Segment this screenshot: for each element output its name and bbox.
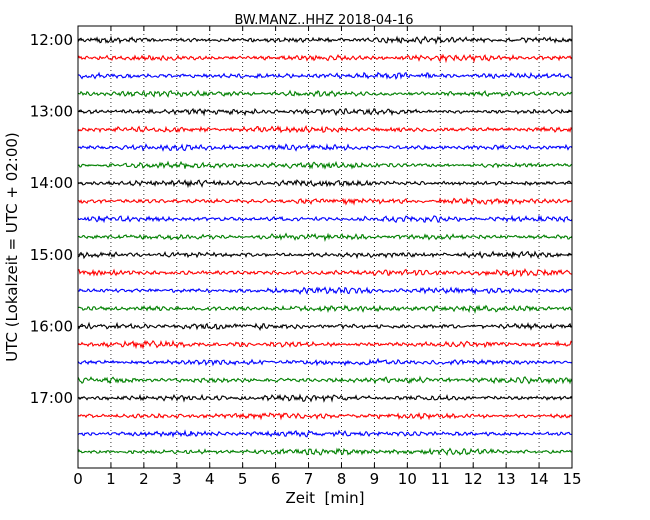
trace-1315 (77, 125, 573, 134)
trace-1600 (77, 321, 573, 331)
x-tick-label: 8 (337, 470, 347, 488)
x-tick-label: 9 (370, 470, 380, 488)
x-tick-label: 14 (530, 470, 549, 488)
trace-1530 (77, 286, 573, 296)
trace-1545 (77, 304, 573, 314)
trace-1215 (77, 53, 573, 64)
trace-1445 (77, 232, 573, 242)
x-tick-label: 12 (464, 470, 483, 488)
y-tick-label: 17:00 (30, 389, 73, 407)
trace-1400 (77, 179, 573, 189)
y-tick-label: 12:00 (30, 31, 73, 49)
trace-1300 (77, 107, 573, 117)
x-tick-label: 6 (271, 470, 281, 488)
trace-1630 (77, 357, 573, 367)
trace-1700 (77, 393, 573, 403)
y-tick-label: 14:00 (30, 174, 73, 192)
trace-1330 (77, 143, 573, 152)
trace-1645 (77, 375, 573, 385)
trace-layer (77, 35, 573, 456)
trace-1430 (77, 214, 573, 224)
trace-1345 (77, 160, 573, 170)
trace-1230 (77, 71, 573, 80)
x-tick-label: 1 (106, 470, 116, 488)
x-tick-label: 11 (431, 470, 450, 488)
chart-title: BW.MANZ..HHZ 2018-04-16 (234, 13, 413, 28)
x-tick-label: 15 (562, 470, 581, 488)
trace-1615 (77, 339, 573, 350)
x-tick-label: 5 (238, 470, 248, 488)
grid-layer (110, 26, 540, 468)
plot-frame (77, 25, 573, 469)
y-tick-label: 16:00 (30, 317, 73, 335)
trace-1500 (77, 250, 573, 260)
x-tick-label: 3 (172, 470, 182, 488)
y-axis-label: UTC (Lokalzeit = UTC + 02:00) (3, 132, 21, 362)
trace-1515 (77, 267, 573, 278)
x-tick-label: 13 (497, 470, 516, 488)
trace-1745 (77, 447, 573, 456)
trace-1730 (77, 429, 573, 438)
x-axis-label: Zeit [min] (285, 489, 364, 507)
x-tick-label: 2 (139, 470, 149, 488)
trace-1715 (77, 412, 573, 421)
y-tick-label: 13:00 (30, 103, 73, 121)
trace-1245 (77, 89, 573, 98)
y-tick-label: 15:00 (30, 246, 73, 264)
x-tick-label: 10 (398, 470, 417, 488)
x-tick-label: 0 (73, 470, 83, 488)
x-tick-label: 4 (205, 470, 215, 488)
trace-1415 (77, 197, 573, 206)
trace-1200 (77, 35, 573, 45)
x-tick-label: 7 (304, 470, 314, 488)
axis-layer: 0 1 2 3 4 5 6 7 8 9 10 11 12 13 14 1512:0013:0014:0015:… (30, 26, 582, 488)
